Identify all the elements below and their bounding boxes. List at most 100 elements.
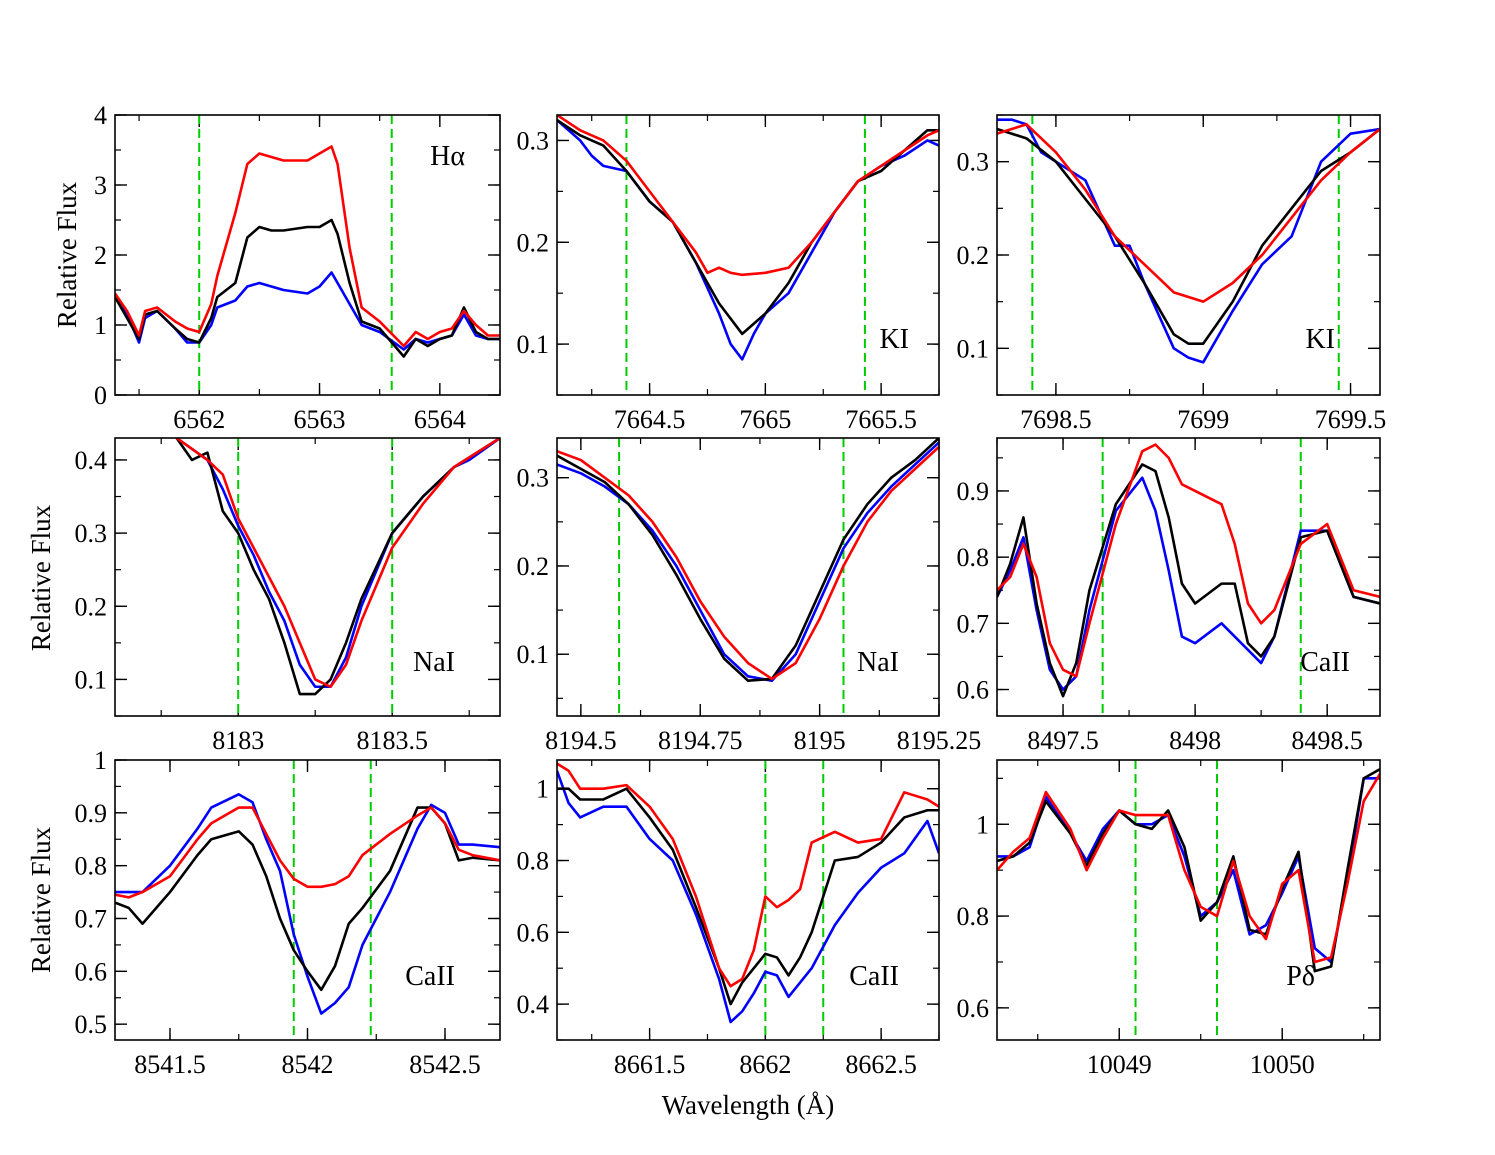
series-line-3 <box>997 123 1380 303</box>
panel-frame <box>996 437 1381 717</box>
series-line-3 <box>557 115 939 277</box>
y-tick-label: 1 <box>94 311 107 340</box>
x-tick-label: 7699 <box>1177 405 1229 434</box>
series-line-3 <box>115 806 500 899</box>
y-tick-label: 0.6 <box>957 994 990 1023</box>
ylabel-row-3: Relative Flux <box>26 826 56 973</box>
panel-data <box>997 760 1380 1040</box>
line-label: NaI <box>857 647 899 678</box>
x-tick-label: 8498.5 <box>1291 726 1363 755</box>
panel-1: 6562 6563 6564 0 1 2 3 4 Hα <box>94 101 501 434</box>
line-label: CaII <box>849 961 899 992</box>
panel-4: 8183 8183.5 0.1 0.2 0.3 0.4 NaI <box>75 437 501 755</box>
panel-frame <box>556 437 940 717</box>
x-tick-label: 8194.75 <box>658 726 743 755</box>
y-tick-label: 0.6 <box>75 957 108 986</box>
y-tick-label: 0.7 <box>957 609 990 638</box>
x-tick-label: 8195.25 <box>897 726 982 755</box>
y-tick-label: 0.4 <box>75 446 108 475</box>
y-tick-label: 0.1 <box>517 330 550 359</box>
series-line-3 <box>175 438 500 689</box>
series-line-2 <box>997 463 1380 698</box>
panel-5: 8194.5 8194.75 8195 8195.25 0.1 0.2 0.3 NaI <box>517 437 982 755</box>
y-tick-label: 0.9 <box>957 477 990 506</box>
x-tick-label: 7665.5 <box>845 405 917 434</box>
series-line-2 <box>175 438 500 696</box>
x-tick-label: 8183 <box>212 726 264 755</box>
panel-frame <box>114 437 501 717</box>
series-line-3 <box>557 762 939 988</box>
ylabel-row-1: Relative Flux <box>52 181 82 328</box>
line-label: CaII <box>1300 647 1350 678</box>
y-tick-label: 0.2 <box>517 228 550 257</box>
series-line-2 <box>557 119 939 336</box>
panel-9: 10049 10050 0.6 0.8 1 Pδ <box>957 759 1381 1079</box>
series-line-2 <box>997 768 1380 973</box>
y-tick-label: 0.5 <box>75 1010 108 1039</box>
x-tick-label: 7665 <box>739 405 791 434</box>
panel-6: 8497.5 8498 8498.5 0.6 0.7 0.8 0.9 CaII <box>957 437 1381 755</box>
line-label: NaI <box>413 647 455 678</box>
y-tick-label: 0.1 <box>957 334 990 363</box>
x-tick-label: 8542 <box>282 1050 334 1079</box>
x-tick-label: 6562 <box>173 405 225 434</box>
x-tick-label: 7698.5 <box>1020 405 1092 434</box>
x-tick-label: 10049 <box>1087 1050 1152 1079</box>
line-label: Hα <box>430 141 465 172</box>
panel-frame <box>114 114 501 396</box>
x-tick-label: 10050 <box>1250 1050 1315 1079</box>
panel-3: 7698.5 7699 7699.5 0.1 0.2 0.3 KI <box>957 114 1387 434</box>
y-tick-label: 1 <box>976 810 989 839</box>
x-axis-title: Wavelength (Å) <box>662 1090 835 1120</box>
y-tick-label: 0.8 <box>75 852 108 881</box>
y-tick-label: 0.3 <box>75 519 108 548</box>
y-tick-label: 0.9 <box>75 799 108 828</box>
line-label: KI <box>879 324 909 355</box>
panel-data <box>997 115 1380 395</box>
y-tick-label: 0.6 <box>517 918 550 947</box>
y-tick-label: 2 <box>94 241 107 270</box>
x-tick-label: 8662.5 <box>845 1050 917 1079</box>
x-tick-label: 8662 <box>739 1050 791 1079</box>
panel-frame <box>996 759 1381 1041</box>
x-tick-label: 8497.5 <box>1027 726 1099 755</box>
y-tick-label: 0.8 <box>957 543 990 572</box>
series-line-2 <box>997 127 1380 345</box>
panel-data <box>175 438 500 716</box>
x-tick-label: 6563 <box>294 405 346 434</box>
panel-data <box>115 760 500 1040</box>
series-line-2 <box>557 787 939 1006</box>
y-tick-label: 3 <box>94 171 107 200</box>
x-tick-label: 8541.5 <box>134 1050 206 1079</box>
y-tick-label: 0.7 <box>75 904 108 933</box>
x-tick-label: 8195 <box>794 726 846 755</box>
series-line-3 <box>997 773 1380 964</box>
x-tick-label: 7699.5 <box>1315 405 1387 434</box>
y-tick-label: 0.1 <box>75 665 108 694</box>
series-line-1 <box>115 793 500 1015</box>
x-tick-label: 7664.5 <box>614 405 686 434</box>
panel-data <box>557 438 939 716</box>
y-tick-label: 1 <box>536 775 549 804</box>
y-tick-label: 0.8 <box>957 902 990 931</box>
y-tick-label: 0.2 <box>517 552 550 581</box>
y-tick-label: 0.3 <box>517 464 550 493</box>
series-line-3 <box>557 445 939 681</box>
x-tick-label: 8661.5 <box>614 1050 686 1079</box>
series-line-2 <box>115 218 500 358</box>
series-line-3 <box>115 145 500 348</box>
y-tick-label: 0 <box>94 381 107 410</box>
panel-2: 7664.5 7665 7665.5 0.1 0.2 0.3 KI <box>517 114 940 434</box>
panel-data <box>997 438 1380 716</box>
y-tick-label: 0.3 <box>957 148 990 177</box>
x-tick-label: 8194.5 <box>545 726 617 755</box>
x-tick-label: 8498 <box>1169 726 1221 755</box>
x-tick-label: 6564 <box>414 405 466 434</box>
panel-frame <box>556 759 940 1041</box>
panel-frame <box>996 114 1381 396</box>
y-tick-label: 0.1 <box>517 640 550 669</box>
series-line-1 <box>557 770 939 1024</box>
y-tick-label: 0.8 <box>517 847 550 876</box>
y-tick-label: 0.2 <box>75 592 108 621</box>
